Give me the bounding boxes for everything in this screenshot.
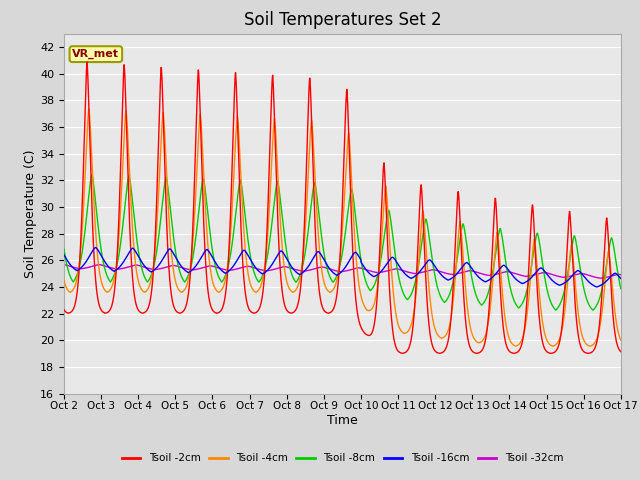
Y-axis label: Soil Temperature (C): Soil Temperature (C) — [24, 149, 37, 278]
Title: Soil Temperatures Set 2: Soil Temperatures Set 2 — [244, 11, 441, 29]
Legend: Tsoil -2cm, Tsoil -4cm, Tsoil -8cm, Tsoil -16cm, Tsoil -32cm: Tsoil -2cm, Tsoil -4cm, Tsoil -8cm, Tsoi… — [118, 449, 567, 468]
X-axis label: Time: Time — [327, 414, 358, 427]
Text: VR_met: VR_met — [72, 49, 119, 59]
